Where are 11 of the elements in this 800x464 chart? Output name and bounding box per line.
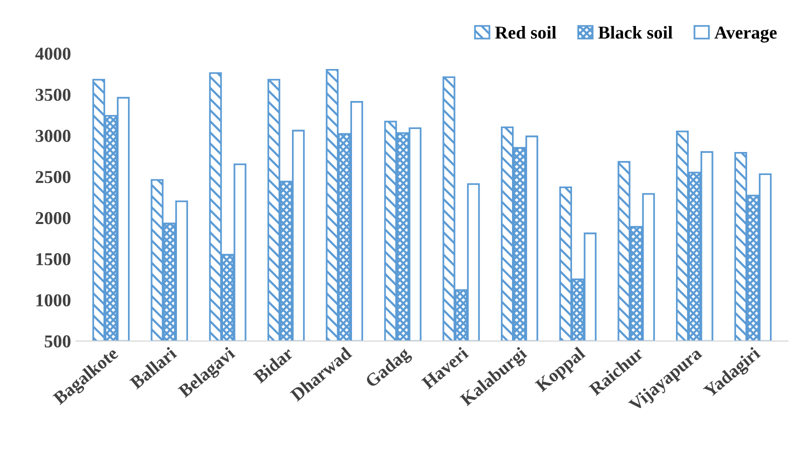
y-tick-label: 500 [44, 335, 70, 348]
legend-label: Black soil [598, 26, 672, 39]
y-tick-label: 3500 [36, 88, 70, 101]
legend-label: Red soil [495, 26, 556, 39]
legend-label: Average [714, 26, 777, 43]
y-tick-label: 1500 [36, 253, 70, 266]
y-tick-label: 4000 [35, 48, 70, 60]
y-tick-label: 2000 [36, 212, 70, 224]
y-tick-label: 2500 [36, 170, 70, 184]
y-tick-label: 1000 [36, 294, 70, 306]
y-tick-label: 3000 [36, 130, 70, 142]
